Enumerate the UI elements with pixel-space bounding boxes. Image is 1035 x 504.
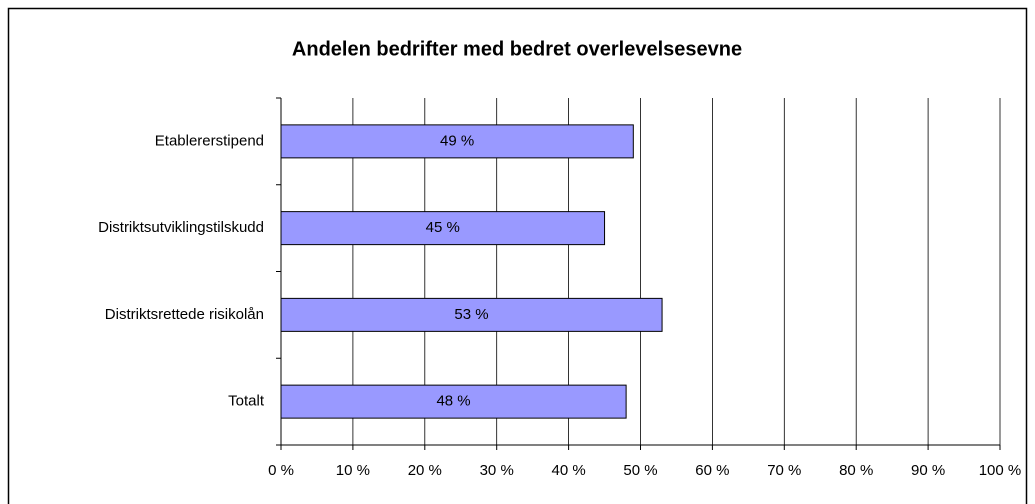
x-tick-label: 30 % xyxy=(480,462,514,479)
x-tick-label: 80 % xyxy=(839,462,873,479)
x-tick-label: 20 % xyxy=(408,462,442,479)
chart-title: Andelen bedrifter med bedret overlevelse… xyxy=(292,38,742,60)
y-tick-label: Etablererstipend xyxy=(155,132,264,149)
bar xyxy=(280,297,663,332)
bar xyxy=(280,211,606,246)
data-label: 49 % xyxy=(440,132,474,149)
data-label: 45 % xyxy=(426,219,460,236)
x-tick-label: 0 % xyxy=(268,462,294,479)
y-tick-label: Distriktsrettede risikolån xyxy=(105,306,264,323)
chart-frame xyxy=(7,7,1028,504)
x-tick-label: 100 % xyxy=(979,462,1022,479)
y-tick-label: Totalt xyxy=(228,393,265,410)
x-tick-label: 10 % xyxy=(336,462,370,479)
x-tick-label: 90 % xyxy=(911,462,945,479)
x-tick-label: 50 % xyxy=(623,462,657,479)
bar xyxy=(280,384,627,419)
data-label: 48 % xyxy=(436,393,470,410)
bar xyxy=(280,124,634,159)
y-tick-label: Distriktsutviklingstilskudd xyxy=(98,219,264,236)
x-tick-label: 40 % xyxy=(551,462,585,479)
data-label: 53 % xyxy=(454,306,488,323)
x-tick-label: 60 % xyxy=(695,462,729,479)
x-tick-label: 70 % xyxy=(767,462,801,479)
